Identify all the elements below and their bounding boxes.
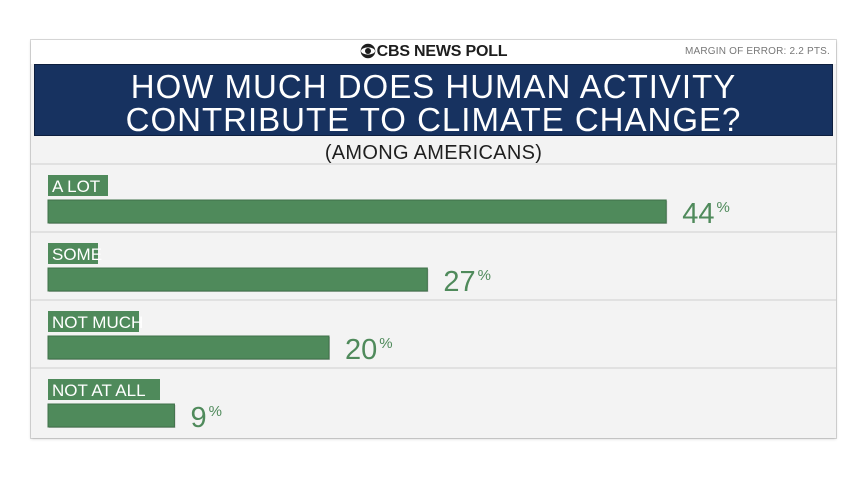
- bar: [47, 199, 667, 224]
- cbs-eye-logo-icon: [360, 43, 375, 59]
- title-band: HOW MUCH DOES HUMAN ACTIVITY CONTRIBUTE …: [34, 64, 833, 136]
- bar: [47, 403, 175, 428]
- chart-title: HOW MUCH DOES HUMAN ACTIVITY CONTRIBUTE …: [35, 70, 832, 136]
- category-label-bg: [48, 379, 160, 400]
- category-label: SOME: [52, 245, 102, 264]
- bar: [47, 267, 428, 292]
- category-label-bg: [48, 311, 139, 332]
- category-label: NOT MUCH: [52, 313, 143, 332]
- poll-card: CBS NEWS POLL MARGIN OF ERROR: 2.2 PTS. …: [31, 40, 836, 438]
- value-unit: %: [716, 199, 729, 216]
- category-label: A LOT: [52, 177, 100, 196]
- value-unit: %: [478, 267, 491, 284]
- category-label-bg: [48, 175, 108, 196]
- category-label: NOT AT ALL: [52, 381, 146, 400]
- margin-of-error: MARGIN OF ERROR: 2.2 PTS.: [684, 46, 830, 57]
- title-line-1: HOW MUCH DOES HUMAN ACTIVITY: [130, 68, 737, 105]
- value-label: 44%: [682, 198, 730, 230]
- bar: [47, 335, 330, 360]
- brand: CBS NEWS POLL: [31, 43, 836, 61]
- brand-name: CBS NEWS POLL: [376, 43, 508, 60]
- value-unit: %: [209, 403, 222, 420]
- title-line-2: CONTRIBUTE TO CLIMATE CHANGE?: [125, 101, 742, 138]
- value-label: 27%: [443, 266, 491, 298]
- value-label: 20%: [345, 334, 393, 366]
- poll-header: CBS NEWS POLL MARGIN OF ERROR: 2.2 PTS.: [31, 40, 836, 64]
- bar-chart: A LOT 44 % SOME 27 % NOT MUCH 20 % NOT AT ALL 9%: [31, 163, 836, 434]
- value-unit: %: [379, 335, 392, 352]
- category-label-bg: [48, 243, 98, 264]
- value-label: 9%: [190, 402, 221, 434]
- chart-subtitle: (AMONG AMERICANS): [324, 142, 543, 164]
